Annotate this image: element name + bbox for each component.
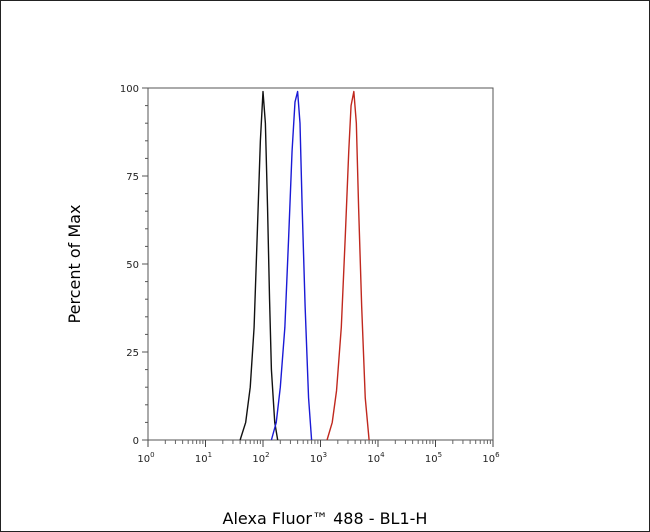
x-tick-exponent: 6 — [495, 451, 500, 459]
y-tick-label: 100 — [120, 84, 139, 95]
histogram-series-1 — [239, 90, 279, 441]
x-tick-exponent: 5 — [438, 451, 442, 459]
y-tick-label: 25 — [126, 348, 139, 359]
x-axis: 100 101 102 103 104 105 106 — [137, 440, 500, 465]
x-tick-base: 10 — [137, 454, 150, 465]
x-tick-label: 106 — [482, 451, 500, 465]
x-tick-base: 10 — [482, 454, 495, 465]
x-tick-exponent: 4 — [380, 451, 385, 459]
y-tick-label: 0 — [133, 436, 139, 447]
y-tick-label: 75 — [126, 172, 139, 183]
x-tick-label: 103 — [310, 451, 327, 465]
x-tick-exponent: 0 — [150, 451, 154, 459]
x-tick-label: 104 — [367, 451, 385, 465]
x-tick-label: 100 — [137, 451, 154, 465]
x-tick-label: 102 — [252, 451, 269, 465]
x-tick-base: 10 — [195, 454, 208, 465]
x-axis-title: Alexa Fluor™ 488 - BL1-H — [223, 509, 428, 528]
x-tick-exponent: 3 — [323, 451, 327, 459]
histogram-series-3 — [326, 90, 370, 441]
y-axis: 0 25 50 75 100 — [120, 84, 148, 447]
x-tick-label: 105 — [425, 451, 442, 465]
y-axis-title: Percent of Max — [65, 205, 84, 324]
x-tick-exponent: 1 — [208, 451, 212, 459]
histogram-series-2 — [270, 90, 313, 441]
y-tick-label: 50 — [126, 260, 139, 271]
x-tick-base: 10 — [367, 454, 380, 465]
series-layer — [239, 90, 370, 441]
x-tick-exponent: 2 — [265, 451, 269, 459]
x-tick-base: 10 — [252, 454, 265, 465]
plot-area — [147, 87, 494, 441]
x-tick-base: 10 — [425, 454, 438, 465]
x-tick-label: 101 — [195, 451, 212, 465]
x-tick-base: 10 — [310, 454, 323, 465]
